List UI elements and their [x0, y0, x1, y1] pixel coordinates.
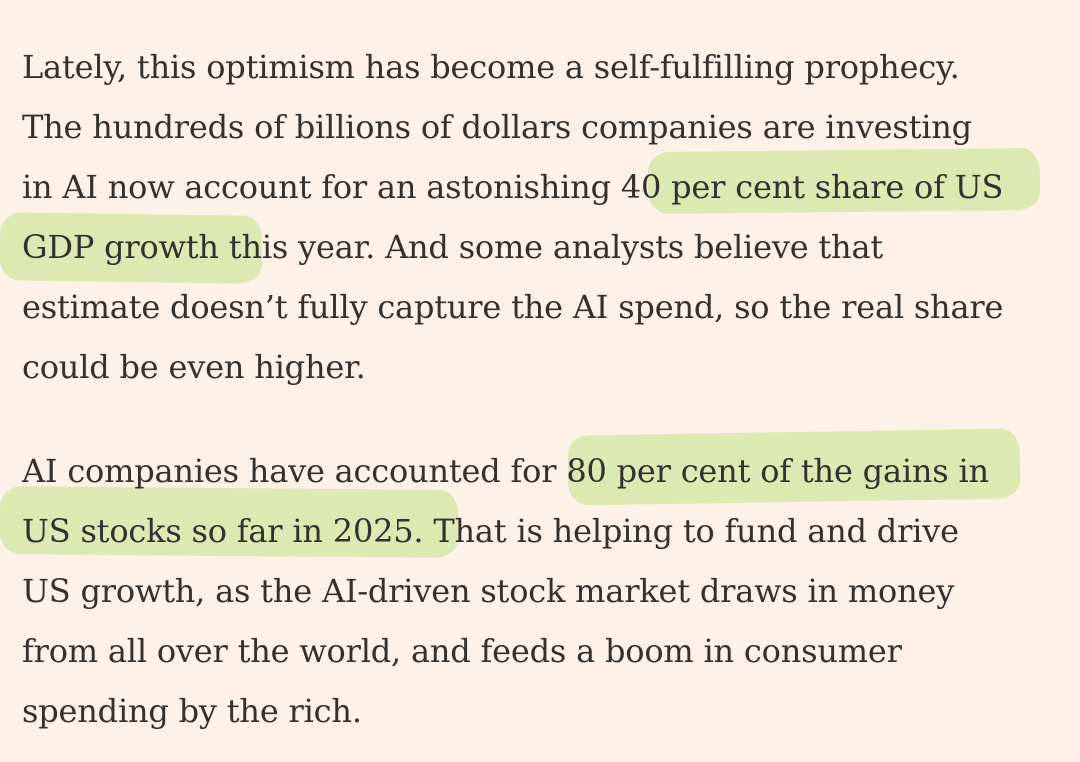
paragraph-2-line-4: from all over the world, and feeds a boo…	[22, 631, 902, 671]
highlighted-text-segment: 80 per cent of the gains in	[566, 452, 989, 490]
paragraph-2-line-2: US stocks so far in 2025. That is helpin…	[22, 511, 959, 551]
paragraph-2-line-3: US growth, as the AI-driven stock market…	[22, 571, 954, 611]
paragraph-2-line-1: AI companies have accounted for 80 per c…	[22, 451, 989, 491]
paragraph-1-line-1: Lately, this optimism has become a self-…	[22, 47, 960, 87]
paragraph-1-line-2: The hundreds of billions of dollars comp…	[22, 107, 972, 147]
text-segment: That is helping to fund and drive	[423, 512, 959, 550]
text-segment: could be even higher.	[22, 348, 366, 386]
paragraph-1-line-4: GDP growth this year. And some analysts …	[22, 227, 883, 267]
text-segment: US growth, as the AI-driven stock market…	[22, 572, 955, 610]
text-segment: AI companies have accounted for	[22, 452, 567, 490]
text-segment: estimate doesn’t fully capture the AI sp…	[22, 288, 1004, 326]
paragraph-1-line-3: in AI now account for an astonishing 40 …	[22, 167, 1003, 207]
paragraph-1-line-6: could be even higher.	[22, 347, 366, 387]
text-segment: The hundreds of billions of dollars comp…	[22, 108, 972, 146]
highlighted-text-segment: GDP growth this year. And some analysts …	[22, 228, 884, 266]
highlighted-text-segment: US stocks so far in 2025.	[22, 512, 424, 550]
paragraph-1-line-5: estimate doesn’t fully capture the AI sp…	[22, 287, 1003, 327]
text-segment: in AI now account for an astonishing	[22, 168, 621, 206]
text-segment: from all over the world, and feeds a boo…	[22, 632, 902, 670]
text-segment: Lately, this optimism has become a self-…	[22, 48, 960, 86]
text-segment: spending by the rich.	[22, 692, 362, 730]
paragraph-2-line-5: spending by the rich.	[22, 691, 362, 731]
highlighted-text-segment: 40 per cent share of US	[620, 168, 1004, 206]
